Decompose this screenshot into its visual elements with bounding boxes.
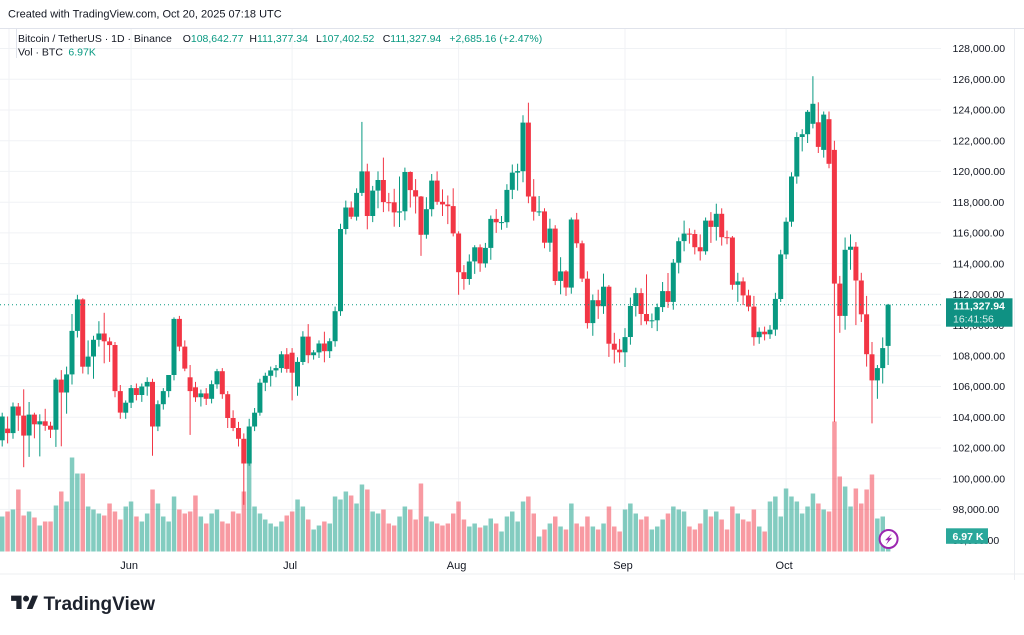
svg-text:Oct: Oct — [776, 560, 793, 572]
svg-text:106,000.00: 106,000.00 — [953, 381, 1006, 393]
svg-text:98,000.00: 98,000.00 — [953, 504, 1000, 516]
svg-text:112,000.00: 112,000.00 — [953, 289, 1005, 301]
svg-text:122,000.00: 122,000.00 — [953, 135, 1006, 147]
svg-text:Bitcoin / TetherUS · 1D · Bina: Bitcoin / TetherUS · 1D · Binance O108,64… — [18, 33, 542, 45]
svg-text:102,000.00: 102,000.00 — [953, 443, 1006, 455]
svg-text:114,000.00: 114,000.00 — [953, 258, 1005, 270]
svg-text:Aug: Aug — [447, 560, 467, 572]
svg-text:118,000.00: 118,000.00 — [953, 197, 1005, 209]
svg-text:TradingView: TradingView — [44, 594, 156, 615]
svg-text:116,000.00: 116,000.00 — [953, 228, 1005, 240]
svg-text:Created with TradingView.com,: Created with TradingView.com, Oct 20, 20… — [8, 8, 282, 20]
svg-text:124,000.00: 124,000.00 — [953, 105, 1006, 117]
svg-text:100,000.00: 100,000.00 — [953, 473, 1006, 485]
svg-text:126,000.00: 126,000.00 — [953, 74, 1006, 86]
svg-text:104,000.00: 104,000.00 — [953, 412, 1006, 424]
svg-text:128,000.00: 128,000.00 — [953, 43, 1006, 55]
svg-text:16:41:56: 16:41:56 — [953, 314, 994, 326]
svg-text:Jun: Jun — [120, 560, 138, 572]
svg-text:120,000.00: 120,000.00 — [953, 166, 1006, 178]
svg-text:108,000.00: 108,000.00 — [953, 351, 1006, 363]
svg-text:6.97 K: 6.97 K — [953, 531, 984, 543]
svg-text:Sep: Sep — [613, 560, 633, 572]
svg-text:111,327.94: 111,327.94 — [954, 300, 1006, 312]
svg-text:Jul: Jul — [283, 560, 297, 572]
